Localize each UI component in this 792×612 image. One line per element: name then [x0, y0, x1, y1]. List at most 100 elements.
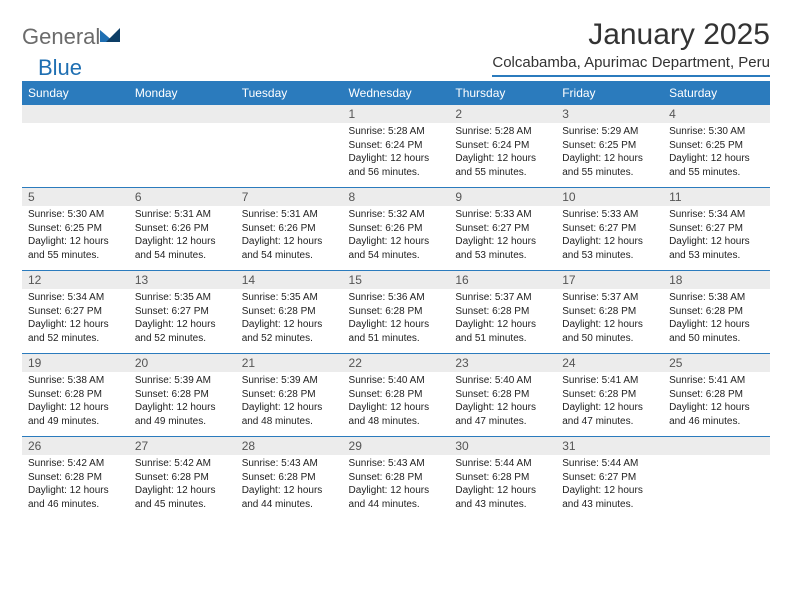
sunset-line: Sunset: 6:25 PM — [28, 222, 123, 236]
day-number: 25 — [663, 354, 770, 372]
day-body: Sunrise: 5:34 AMSunset: 6:27 PMDaylight:… — [22, 289, 129, 353]
calendar-cell: 2Sunrise: 5:28 AMSunset: 6:24 PMDaylight… — [449, 105, 556, 188]
day-header: Friday — [556, 81, 663, 105]
daylight-line: Daylight: 12 hours and 43 minutes. — [562, 484, 657, 511]
daylight-line: Daylight: 12 hours and 46 minutes. — [669, 401, 764, 428]
sunrise-line: Sunrise: 5:43 AM — [242, 457, 337, 471]
sunrise-line: Sunrise: 5:39 AM — [135, 374, 230, 388]
day-header: Thursday — [449, 81, 556, 105]
day-number: 14 — [236, 271, 343, 289]
daylight-line: Daylight: 12 hours and 53 minutes. — [669, 235, 764, 262]
day-body: Sunrise: 5:34 AMSunset: 6:27 PMDaylight:… — [663, 206, 770, 270]
day-body: Sunrise: 5:28 AMSunset: 6:24 PMDaylight:… — [343, 123, 450, 187]
day-body: Sunrise: 5:39 AMSunset: 6:28 PMDaylight:… — [236, 372, 343, 436]
sunset-line: Sunset: 6:27 PM — [562, 471, 657, 485]
calendar-cell: 29Sunrise: 5:43 AMSunset: 6:28 PMDayligh… — [343, 437, 450, 520]
daylight-line: Daylight: 12 hours and 55 minutes. — [28, 235, 123, 262]
day-number: 1 — [343, 105, 450, 123]
day-number: 20 — [129, 354, 236, 372]
day-header: Tuesday — [236, 81, 343, 105]
sunset-line: Sunset: 6:25 PM — [562, 139, 657, 153]
daylight-line: Daylight: 12 hours and 48 minutes. — [242, 401, 337, 428]
day-number: 16 — [449, 271, 556, 289]
day-header: Saturday — [663, 81, 770, 105]
calendar-cell: 12Sunrise: 5:34 AMSunset: 6:27 PMDayligh… — [22, 271, 129, 354]
day-number: 19 — [22, 354, 129, 372]
day-body: Sunrise: 5:33 AMSunset: 6:27 PMDaylight:… — [449, 206, 556, 270]
daylight-line: Daylight: 12 hours and 45 minutes. — [135, 484, 230, 511]
calendar-page: General January 2025 Colcabamba, Apurima… — [0, 0, 792, 537]
day-body: Sunrise: 5:32 AMSunset: 6:26 PMDaylight:… — [343, 206, 450, 270]
calendar-cell: 18Sunrise: 5:38 AMSunset: 6:28 PMDayligh… — [663, 271, 770, 354]
day-body: Sunrise: 5:30 AMSunset: 6:25 PMDaylight:… — [663, 123, 770, 187]
sunset-line: Sunset: 6:28 PM — [562, 305, 657, 319]
day-number: 5 — [22, 188, 129, 206]
day-body: Sunrise: 5:39 AMSunset: 6:28 PMDaylight:… — [129, 372, 236, 436]
day-number: 28 — [236, 437, 343, 455]
day-number: 31 — [556, 437, 663, 455]
sunrise-line: Sunrise: 5:38 AM — [28, 374, 123, 388]
daylight-line: Daylight: 12 hours and 54 minutes. — [349, 235, 444, 262]
sunset-line: Sunset: 6:28 PM — [349, 471, 444, 485]
day-number: 4 — [663, 105, 770, 123]
calendar-cell — [22, 105, 129, 188]
daylight-line: Daylight: 12 hours and 52 minutes. — [242, 318, 337, 345]
logo-triangle-icon — [100, 26, 122, 44]
day-number: 10 — [556, 188, 663, 206]
sunrise-line: Sunrise: 5:28 AM — [349, 125, 444, 139]
daylight-line: Daylight: 12 hours and 46 minutes. — [28, 484, 123, 511]
day-number: 12 — [22, 271, 129, 289]
daylight-line: Daylight: 12 hours and 53 minutes. — [562, 235, 657, 262]
calendar-cell: 1Sunrise: 5:28 AMSunset: 6:24 PMDaylight… — [343, 105, 450, 188]
daylight-line: Daylight: 12 hours and 47 minutes. — [455, 401, 550, 428]
calendar-cell: 3Sunrise: 5:29 AMSunset: 6:25 PMDaylight… — [556, 105, 663, 188]
calendar-cell: 31Sunrise: 5:44 AMSunset: 6:27 PMDayligh… — [556, 437, 663, 520]
daylight-line: Daylight: 12 hours and 52 minutes. — [28, 318, 123, 345]
daylight-line: Daylight: 12 hours and 55 minutes. — [669, 152, 764, 179]
day-number: 24 — [556, 354, 663, 372]
day-number: 2 — [449, 105, 556, 123]
sunset-line: Sunset: 6:28 PM — [669, 388, 764, 402]
sunrise-line: Sunrise: 5:43 AM — [349, 457, 444, 471]
logo-text-2: Blue — [38, 55, 82, 81]
day-body: Sunrise: 5:44 AMSunset: 6:28 PMDaylight:… — [449, 455, 556, 519]
day-body: Sunrise: 5:37 AMSunset: 6:28 PMDaylight:… — [449, 289, 556, 353]
daylight-line: Daylight: 12 hours and 44 minutes. — [349, 484, 444, 511]
sunrise-line: Sunrise: 5:33 AM — [562, 208, 657, 222]
sunrise-line: Sunrise: 5:31 AM — [242, 208, 337, 222]
day-number-empty — [129, 105, 236, 123]
sunset-line: Sunset: 6:25 PM — [669, 139, 764, 153]
sunset-line: Sunset: 6:28 PM — [349, 305, 444, 319]
calendar-cell: 22Sunrise: 5:40 AMSunset: 6:28 PMDayligh… — [343, 354, 450, 437]
day-number-empty — [22, 105, 129, 123]
daylight-line: Daylight: 12 hours and 49 minutes. — [135, 401, 230, 428]
calendar-cell: 27Sunrise: 5:42 AMSunset: 6:28 PMDayligh… — [129, 437, 236, 520]
calendar-cell: 15Sunrise: 5:36 AMSunset: 6:28 PMDayligh… — [343, 271, 450, 354]
logo-text-1: General — [22, 24, 100, 50]
day-number: 15 — [343, 271, 450, 289]
sunset-line: Sunset: 6:28 PM — [562, 388, 657, 402]
day-number: 13 — [129, 271, 236, 289]
day-body: Sunrise: 5:31 AMSunset: 6:26 PMDaylight:… — [236, 206, 343, 270]
day-body: Sunrise: 5:38 AMSunset: 6:28 PMDaylight:… — [663, 289, 770, 353]
sunset-line: Sunset: 6:27 PM — [28, 305, 123, 319]
calendar-cell: 16Sunrise: 5:37 AMSunset: 6:28 PMDayligh… — [449, 271, 556, 354]
daylight-line: Daylight: 12 hours and 43 minutes. — [455, 484, 550, 511]
calendar-cell: 25Sunrise: 5:41 AMSunset: 6:28 PMDayligh… — [663, 354, 770, 437]
day-body: Sunrise: 5:33 AMSunset: 6:27 PMDaylight:… — [556, 206, 663, 270]
calendar-cell: 9Sunrise: 5:33 AMSunset: 6:27 PMDaylight… — [449, 188, 556, 271]
day-body: Sunrise: 5:36 AMSunset: 6:28 PMDaylight:… — [343, 289, 450, 353]
calendar-cell — [129, 105, 236, 188]
sunset-line: Sunset: 6:28 PM — [455, 388, 550, 402]
daylight-line: Daylight: 12 hours and 53 minutes. — [455, 235, 550, 262]
day-body: Sunrise: 5:41 AMSunset: 6:28 PMDaylight:… — [663, 372, 770, 436]
logo: General — [22, 24, 124, 50]
daylight-line: Daylight: 12 hours and 54 minutes. — [135, 235, 230, 262]
calendar-week: 26Sunrise: 5:42 AMSunset: 6:28 PMDayligh… — [22, 437, 770, 520]
calendar-cell: 8Sunrise: 5:32 AMSunset: 6:26 PMDaylight… — [343, 188, 450, 271]
day-body: Sunrise: 5:31 AMSunset: 6:26 PMDaylight:… — [129, 206, 236, 270]
calendar-week: 19Sunrise: 5:38 AMSunset: 6:28 PMDayligh… — [22, 354, 770, 437]
day-number: 7 — [236, 188, 343, 206]
sunrise-line: Sunrise: 5:32 AM — [349, 208, 444, 222]
sunset-line: Sunset: 6:26 PM — [135, 222, 230, 236]
